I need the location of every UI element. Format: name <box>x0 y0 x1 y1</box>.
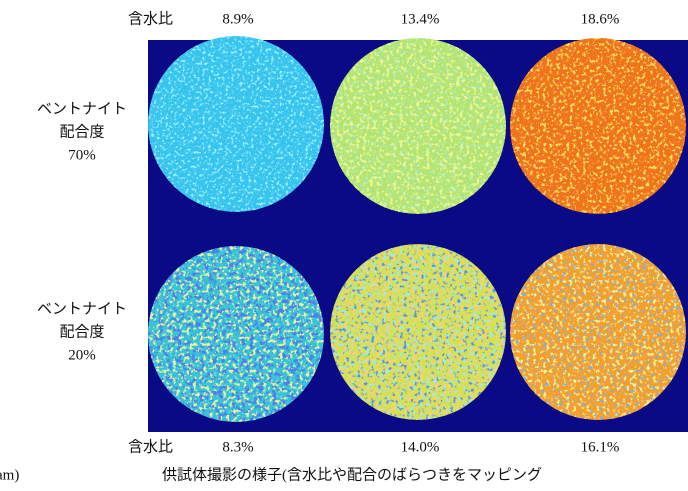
row-label: 70% <box>68 147 96 163</box>
specimen-disk <box>510 38 686 214</box>
top-value: 18.6% <box>581 11 620 27</box>
bottom-value: 16.1% <box>581 439 620 455</box>
disk-texture <box>330 38 506 214</box>
top-label: 含水比 <box>128 10 173 27</box>
page: 含水比 8.9% 13.4% 18.6% ベントナイト 配合度 70% ベントナ… <box>0 0 688 491</box>
bottom-value: 14.0% <box>401 439 440 455</box>
top-value: 13.4% <box>401 11 440 27</box>
specimen-disk <box>510 244 686 420</box>
figure: 含水比 8.9% 13.4% 18.6% ベントナイト 配合度 70% ベントナ… <box>0 0 688 491</box>
specimen-disk <box>330 244 506 420</box>
disk-texture <box>148 36 324 212</box>
disk-texture <box>330 244 506 420</box>
row-label: 配合度 <box>59 123 104 140</box>
disk-texture <box>510 38 686 214</box>
specimen-disk <box>330 38 506 214</box>
disk-texture <box>148 246 324 422</box>
row-label: ベントナイト <box>37 101 127 117</box>
specimen-disk <box>148 36 324 212</box>
bottom-label: 含水比 <box>128 438 173 455</box>
top-value: 8.9% <box>222 11 253 27</box>
caption: 供試体撮影の様子(含水比や配合のばらつきをマッピング <box>162 465 542 483</box>
disk-texture <box>510 244 686 420</box>
left-fragment: am) <box>0 467 19 483</box>
row-label: 配合度 <box>59 323 104 340</box>
row-label: ベントナイト <box>37 301 127 317</box>
specimen-disk <box>148 246 324 422</box>
bottom-value: 8.3% <box>222 439 253 455</box>
row-label: 20% <box>68 347 96 363</box>
